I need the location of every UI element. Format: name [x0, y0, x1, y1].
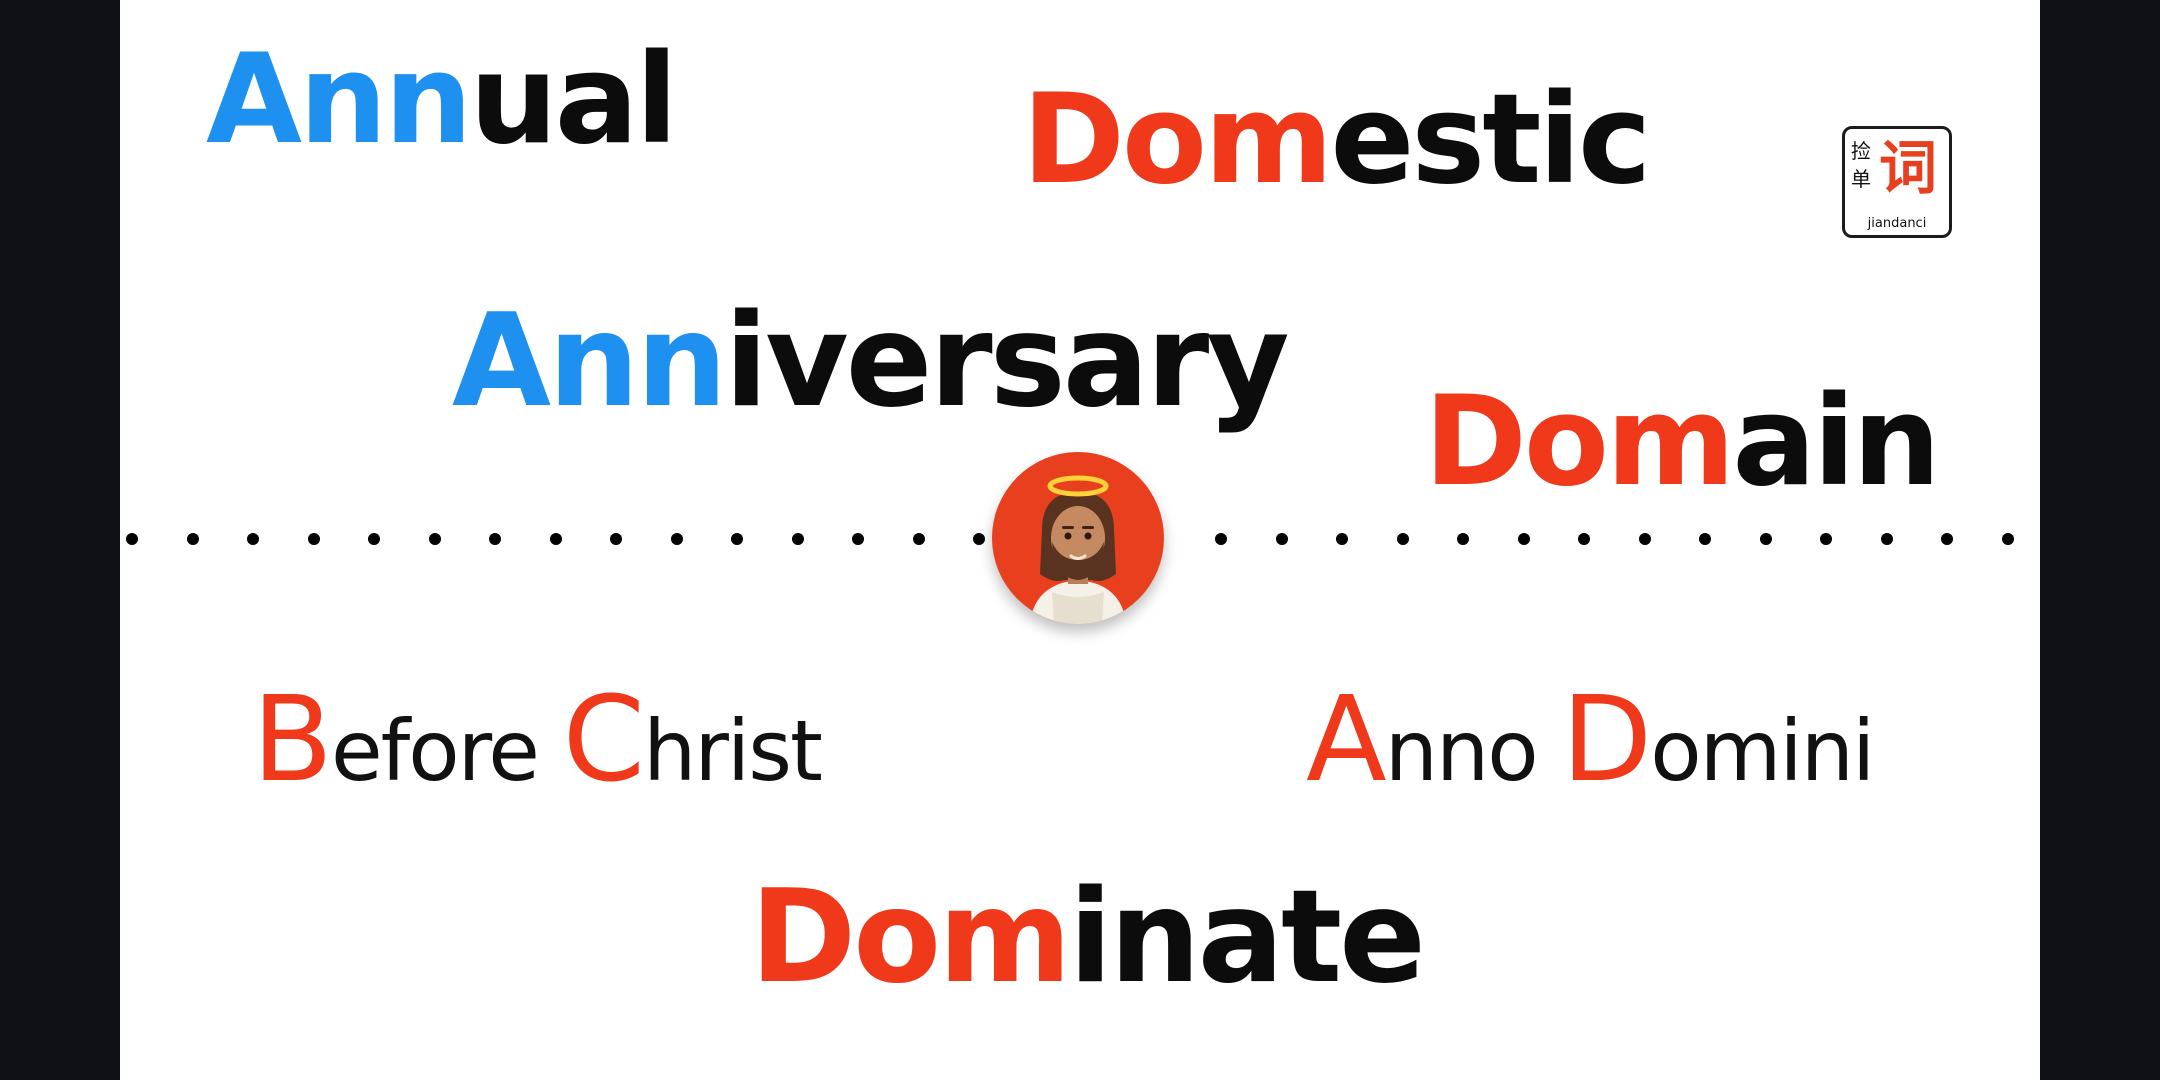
logo-char-bottom: 单 [1851, 167, 1871, 191]
word-domain: Domain [1424, 380, 1941, 504]
divider-dot [791, 533, 804, 545]
logo-romanization: jiandanci [1867, 216, 1927, 231]
slide-canvas: Annual Domestic Anniversary Domain [120, 0, 2040, 1080]
divider-dot [912, 533, 925, 545]
divider-dot [1759, 533, 1772, 545]
divider-dot [1396, 533, 1409, 545]
word-annual: Annual [206, 38, 678, 162]
phrase-ad-rest-2: omini [1650, 702, 1875, 800]
phrase-bc-rest-1: efore [330, 702, 563, 800]
word-domestic-rest: estic [1330, 68, 1651, 212]
phrase-bc-rest-2: hrist [643, 702, 823, 800]
jiandanci-logo: 捡 单 词 jiandanci [1842, 126, 1952, 238]
phrase-ad-cap-a: A [1306, 670, 1387, 808]
phrase-bc-cap-c: C [562, 670, 645, 808]
divider-dot [186, 533, 199, 545]
divider-dot [489, 533, 501, 545]
divider-dot [1517, 533, 1530, 545]
divider-dot [126, 533, 138, 545]
phrase-before-christ: Before Christ [252, 680, 823, 800]
word-anniversary-prefix: Ann [452, 287, 727, 436]
phrase-anno-domini: Anno Domini [1306, 680, 1875, 800]
divider-dot [731, 533, 743, 545]
divider-dot [852, 533, 864, 545]
divider-dot [1578, 533, 1590, 545]
word-annual-rest: ual [469, 28, 678, 172]
divider-dot [1215, 533, 1227, 545]
word-dominate-rest: inate [1068, 863, 1426, 1012]
divider-dot [973, 533, 985, 545]
divider-dot [549, 533, 562, 545]
divider-dot [1336, 533, 1348, 545]
word-anniversary: Anniversary [452, 298, 1290, 426]
phrase-ad-rest-1: nno [1384, 702, 1562, 800]
person-with-halo-icon [992, 452, 1164, 624]
logo-char-big: 词 [1879, 134, 1938, 202]
divider-dot [1880, 533, 1893, 545]
word-annual-prefix: Ann [206, 28, 473, 172]
divider-dot [1275, 533, 1288, 545]
divider-dot [307, 533, 320, 545]
phrase-ad-cap-d: D [1561, 670, 1652, 808]
divider-dot [2001, 533, 2014, 545]
word-domain-prefix: Dom [1424, 370, 1735, 514]
divider-dot [670, 533, 683, 545]
divider-dot [1638, 533, 1651, 545]
word-domestic: Domestic [1022, 78, 1652, 202]
word-domain-rest: ain [1732, 370, 1940, 514]
dotted-divider [120, 533, 2040, 545]
logo-char-top: 捡 [1851, 139, 1871, 163]
divider-dot [368, 533, 380, 545]
divider-dot [1941, 533, 1953, 545]
divider-dot [428, 533, 441, 545]
divider-dot [247, 533, 259, 545]
divider-dot [610, 533, 622, 545]
word-dominate: Dominate [750, 874, 1426, 1002]
divider-dot [1820, 533, 1832, 545]
word-domestic-prefix: Dom [1022, 68, 1333, 212]
phrase-bc-cap-b: B [252, 670, 333, 808]
divider-dot [1699, 533, 1711, 545]
word-anniversary-rest: iversary [724, 287, 1289, 436]
word-dominate-prefix: Dom [750, 863, 1072, 1012]
divider-dot [1457, 533, 1469, 545]
